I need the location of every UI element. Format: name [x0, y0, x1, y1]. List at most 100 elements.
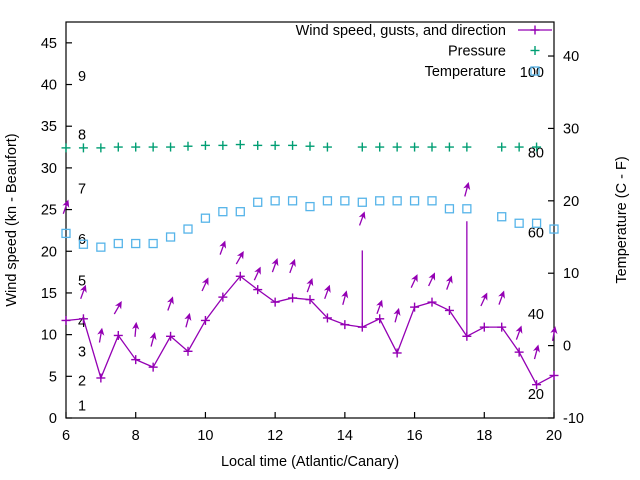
- temperature-point: [218, 207, 228, 217]
- wind-direction-arrow: [253, 266, 261, 281]
- wind-direction-arrow: [184, 312, 192, 328]
- wind-direction-arrow: [289, 258, 296, 274]
- y2-axis-tick-label: -10: [563, 411, 584, 427]
- temperature-point: [183, 224, 193, 234]
- fahrenheit-scale-label: 80: [528, 145, 544, 161]
- wind-direction-arrow: [480, 292, 488, 307]
- y-axis-tick-label: 25: [41, 203, 57, 219]
- temperature-point: [287, 196, 298, 206]
- wind-direction-arrow: [219, 240, 227, 255]
- temperature-point: [322, 196, 333, 206]
- fahrenheit-scale-label: 40: [528, 307, 544, 323]
- y-axis-tick-label: 35: [41, 119, 57, 135]
- beaufort-scale-label: 7: [78, 182, 86, 198]
- x-axis-title: Local time (Atlantic/Canary): [221, 454, 399, 470]
- wind-direction-arrow: [393, 307, 401, 323]
- fahrenheit-scale-label: 60: [528, 226, 544, 242]
- wind-direction-arrow: [167, 296, 174, 311]
- temperature-point: [357, 197, 367, 207]
- temperature-point: [340, 196, 350, 206]
- wind-direction-arrow: [515, 325, 523, 340]
- temperature-point: [165, 232, 176, 242]
- y-axis-tick-label: 20: [41, 244, 57, 260]
- beaufort-scale-label: 8: [78, 128, 86, 144]
- wind-direction-arrow: [550, 326, 558, 341]
- beaufort-scale-label: 4: [78, 315, 86, 331]
- temperature-point: [235, 207, 245, 217]
- legend-label: Pressure: [448, 44, 506, 60]
- wind-direction-arrow: [463, 181, 471, 197]
- x-axis-tick-label: 18: [476, 428, 492, 444]
- x-axis-tick-label: 16: [407, 428, 423, 444]
- y2-axis-tick-label: 20: [563, 194, 579, 210]
- temperature-point: [375, 196, 385, 206]
- wind-direction-arrow: [410, 274, 418, 288]
- beaufort-scale-label: 5: [78, 273, 86, 289]
- temperature-point: [148, 238, 158, 249]
- wind-direction-arrow: [306, 278, 314, 293]
- temperature-point: [61, 228, 71, 239]
- temperature-point: [427, 196, 437, 206]
- temperature-point: [531, 218, 542, 228]
- wind-speed-line: [65, 275, 555, 386]
- wind-direction-arrow: [62, 199, 70, 214]
- temperature-point: [409, 196, 420, 206]
- wind-direction-arrow: [358, 211, 366, 226]
- x-axis-tick-label: 6: [62, 428, 70, 444]
- wind-direction-arrow: [341, 290, 349, 306]
- x-axis-tick-label: 20: [546, 428, 562, 444]
- wind-direction-arrow: [532, 344, 540, 360]
- fahrenheit-scale-label: 20: [528, 387, 544, 403]
- beaufort-scale-label: 2: [78, 373, 86, 389]
- temperature-point: [497, 212, 507, 222]
- fahrenheit-scale-label: 100: [520, 65, 544, 81]
- wind-direction-arrow: [149, 332, 157, 347]
- y-axis-tick-label: 30: [41, 161, 57, 177]
- wind-direction-arrow: [376, 299, 383, 315]
- legend-label: Temperature: [425, 64, 506, 80]
- temperature-point: [444, 204, 455, 214]
- wind-direction-arrow: [113, 301, 122, 315]
- y2-axis-tick-label: 30: [563, 121, 579, 137]
- legend-marker: [530, 66, 540, 76]
- wind-direction-arrow: [498, 290, 505, 305]
- temperature-point: [305, 201, 315, 212]
- temperature-point: [113, 238, 123, 249]
- temperature-point: [270, 196, 280, 206]
- x-axis-tick-label: 10: [197, 428, 213, 444]
- y-axis-tick-label: 0: [49, 411, 57, 427]
- temperature-point: [549, 224, 559, 234]
- beaufort-scale-label: 9: [78, 69, 86, 85]
- x-axis-tick-label: 12: [267, 428, 283, 444]
- wind-direction-arrow: [201, 277, 209, 292]
- beaufort-scale-label: 1: [78, 398, 86, 414]
- temperature-point: [392, 196, 402, 206]
- x-axis-tick-label: 14: [337, 428, 353, 444]
- wind-direction-arrow: [428, 272, 436, 287]
- wind-direction-arrow: [445, 275, 453, 290]
- temperature-point: [78, 239, 89, 249]
- temperature-point: [131, 238, 141, 249]
- y2-axis-tick-label: 40: [563, 49, 579, 65]
- y-axis-tick-label: 40: [41, 78, 57, 94]
- y-axis-tick-label: 5: [49, 369, 57, 385]
- legend-label: Wind speed, gusts, and direction: [296, 23, 506, 39]
- wind-direction-arrow: [97, 327, 105, 343]
- y-axis-title: Wind speed (kn - Beaufort): [4, 133, 20, 306]
- temperature-point: [462, 204, 472, 214]
- y2-axis-tick-label: 10: [563, 266, 579, 282]
- wind-direction-arrow: [271, 258, 279, 273]
- y-axis-tick-label: 45: [41, 36, 57, 52]
- temperature-point: [96, 242, 106, 252]
- wind-direction-arrow: [132, 321, 140, 337]
- wind-direction-arrow: [323, 284, 331, 300]
- temperature-point: [253, 197, 263, 207]
- wind-direction-arrow: [79, 284, 87, 300]
- temperature-point: [514, 218, 524, 228]
- plot-frame: [65, 21, 555, 419]
- y-axis-tick-label: 10: [41, 328, 57, 344]
- temperature-point: [200, 213, 211, 223]
- y-axis-tick-label: 15: [41, 286, 57, 302]
